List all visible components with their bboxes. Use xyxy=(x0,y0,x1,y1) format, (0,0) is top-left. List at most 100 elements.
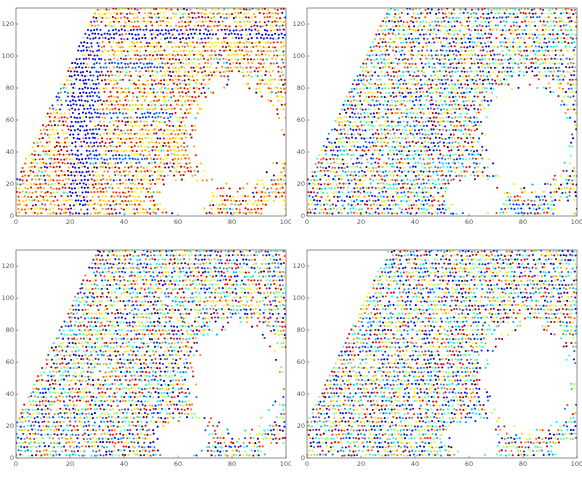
data-point xyxy=(549,33,552,36)
data-point xyxy=(166,45,169,48)
data-point xyxy=(54,182,57,185)
data-point xyxy=(367,194,370,197)
data-point xyxy=(24,199,27,202)
data-point xyxy=(472,150,476,153)
data-point xyxy=(569,175,572,178)
data-point xyxy=(106,11,109,14)
data-point xyxy=(350,179,353,182)
data-point xyxy=(352,207,355,210)
data-point xyxy=(362,66,365,69)
data-point xyxy=(118,191,121,194)
data-point xyxy=(101,187,105,190)
data-point xyxy=(179,82,182,85)
data-point xyxy=(25,204,28,207)
data-point xyxy=(283,65,286,68)
data-point xyxy=(440,53,443,56)
data-point xyxy=(419,57,422,61)
data-point xyxy=(372,125,375,128)
data-point xyxy=(58,179,61,182)
data-point xyxy=(178,11,181,14)
data-point xyxy=(422,37,426,40)
data-point xyxy=(335,183,338,186)
data-point xyxy=(36,162,39,165)
data-point xyxy=(417,129,421,132)
data-point xyxy=(427,87,430,90)
data-point xyxy=(26,170,29,173)
data-point xyxy=(355,128,358,131)
data-point xyxy=(195,99,198,102)
data-point xyxy=(434,132,437,135)
data-point xyxy=(426,136,429,139)
data-point xyxy=(174,111,177,114)
data-point xyxy=(66,104,70,107)
data-point xyxy=(371,174,374,177)
data-point xyxy=(106,125,109,128)
data-point xyxy=(143,20,146,23)
data-point xyxy=(432,149,435,152)
data-point xyxy=(268,71,271,74)
data-point xyxy=(82,70,85,74)
data-point xyxy=(63,137,66,140)
data-point xyxy=(392,120,395,123)
data-point xyxy=(164,20,168,23)
data-point xyxy=(559,58,562,61)
data-point xyxy=(368,199,371,202)
data-point xyxy=(121,132,124,135)
data-point xyxy=(461,86,464,89)
data-point xyxy=(242,74,245,78)
data-point xyxy=(419,137,422,140)
data-point xyxy=(490,91,493,94)
data-point xyxy=(178,70,181,73)
data-point xyxy=(69,125,72,128)
data-point xyxy=(456,79,459,82)
data-point xyxy=(468,66,472,69)
data-point xyxy=(98,96,101,99)
data-point xyxy=(49,120,52,123)
data-point xyxy=(391,112,394,115)
data-point xyxy=(176,141,179,144)
data-point xyxy=(514,53,517,56)
data-point xyxy=(565,178,568,181)
data-point xyxy=(461,154,464,157)
data-point xyxy=(54,170,57,173)
data-point xyxy=(112,120,115,123)
data-point xyxy=(175,116,178,119)
data-point xyxy=(568,191,571,194)
data-point xyxy=(436,212,439,215)
data-point xyxy=(417,70,420,73)
data-point xyxy=(401,128,404,131)
data-point xyxy=(138,103,141,106)
data-point xyxy=(96,190,99,193)
data-point xyxy=(487,40,490,43)
data-point xyxy=(216,29,220,32)
data-point xyxy=(561,191,564,195)
data-point xyxy=(447,66,450,69)
data-point xyxy=(409,166,412,169)
data-point xyxy=(64,186,67,190)
data-point xyxy=(57,161,60,164)
data-point xyxy=(269,87,272,90)
data-point xyxy=(431,66,434,69)
data-point xyxy=(362,62,365,65)
data-point xyxy=(386,83,389,86)
data-point xyxy=(430,128,433,131)
data-point xyxy=(426,187,430,190)
data-point xyxy=(148,62,151,65)
data-point xyxy=(575,70,577,73)
data-point xyxy=(255,204,259,207)
data-point xyxy=(431,124,434,127)
data-point xyxy=(451,62,454,65)
data-point xyxy=(477,41,480,44)
data-point xyxy=(377,212,380,215)
data-point xyxy=(65,75,68,78)
data-point xyxy=(388,204,391,207)
data-point xyxy=(151,24,154,27)
data-point xyxy=(542,86,545,89)
data-point xyxy=(282,175,285,178)
data-point xyxy=(372,45,375,48)
data-point xyxy=(553,183,556,186)
data-point xyxy=(30,165,33,168)
data-point xyxy=(413,104,416,107)
data-point xyxy=(51,170,54,173)
data-point xyxy=(380,195,383,198)
